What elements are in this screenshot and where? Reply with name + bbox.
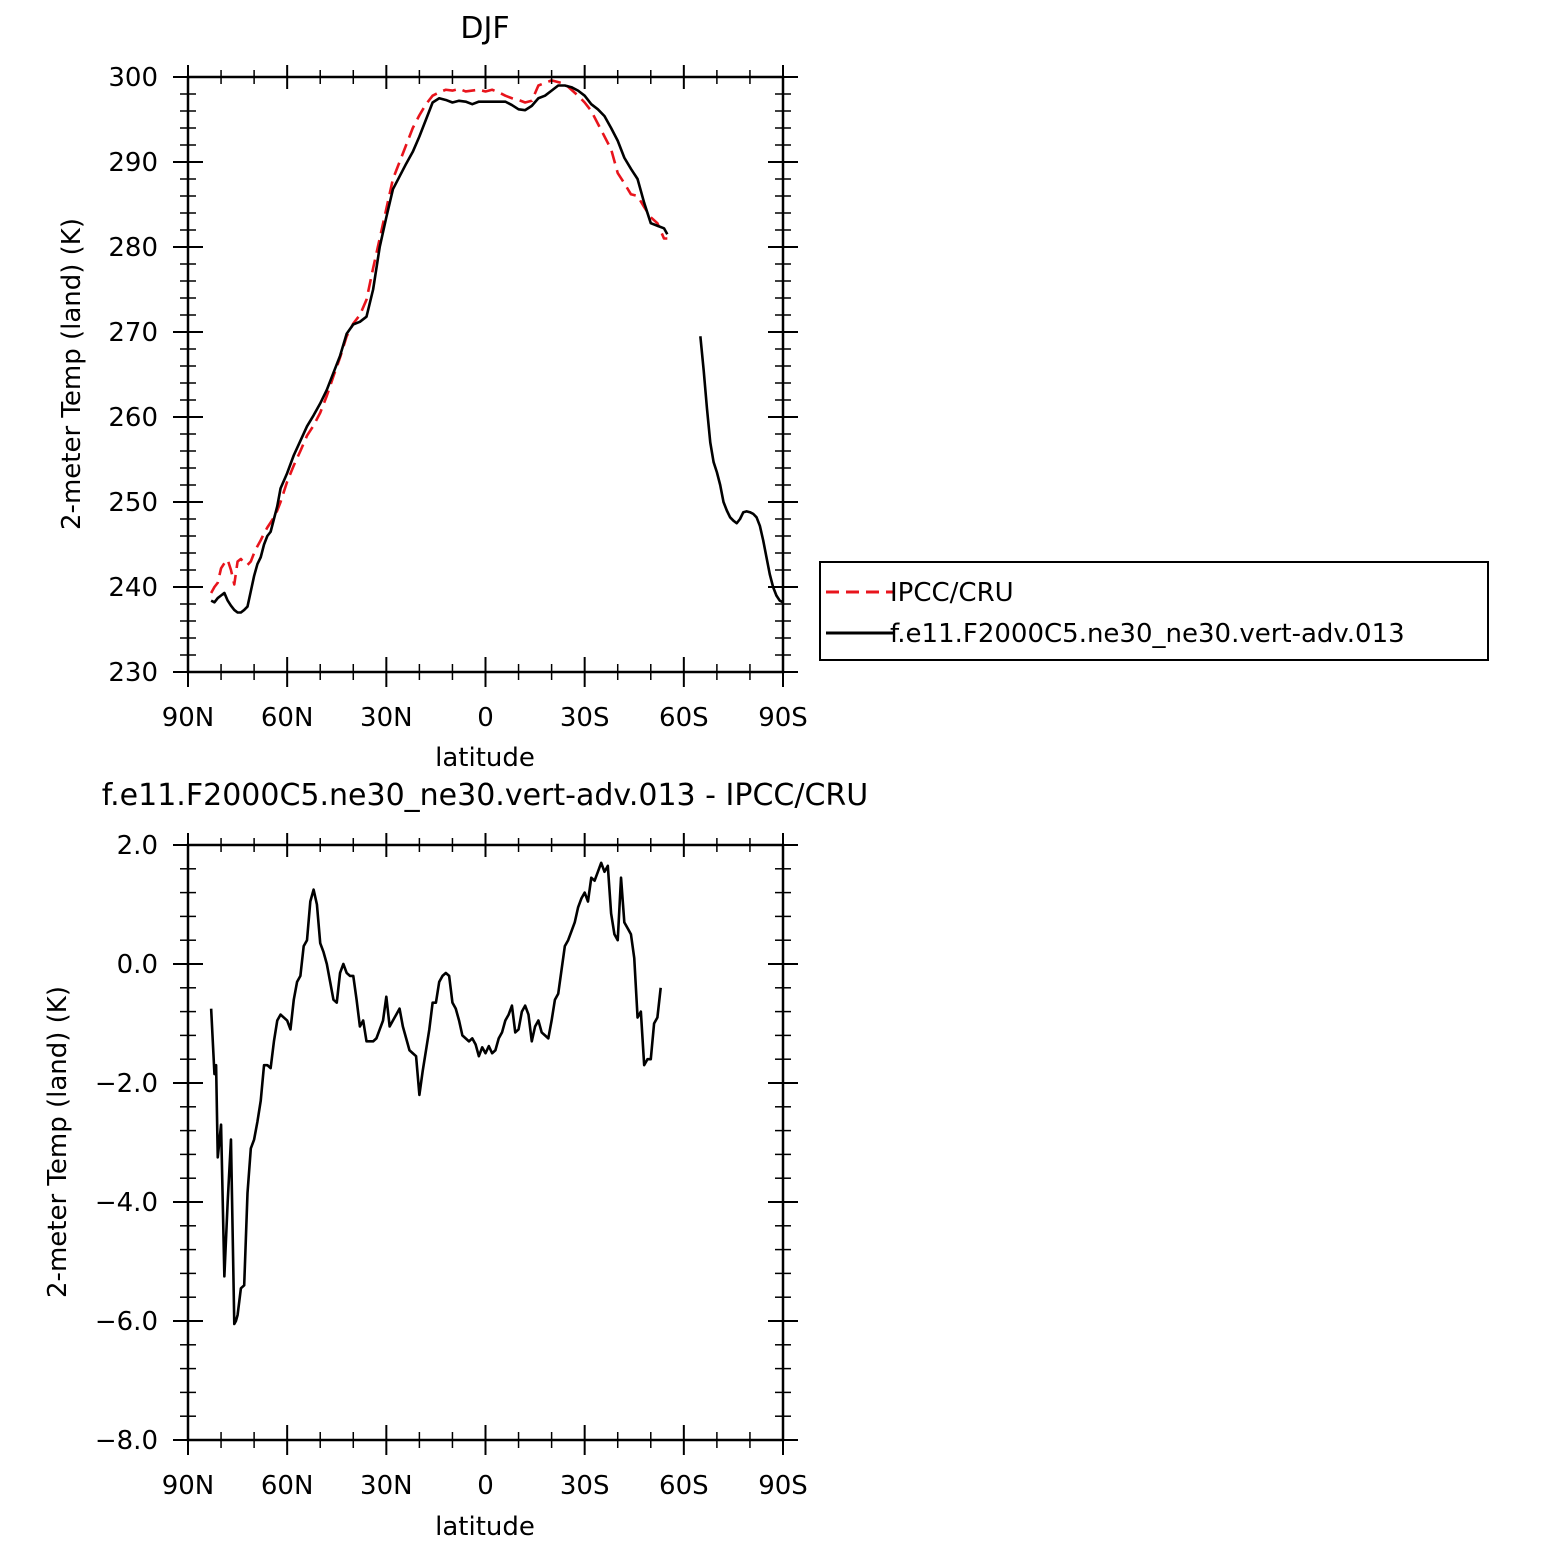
- bottom-y-tick-label: 0.0: [117, 950, 158, 980]
- top-y-tick-label: 240: [108, 573, 158, 603]
- bottom-y-tick-label: 2.0: [117, 831, 158, 861]
- bottom-x-tick-label: 90S: [758, 1471, 808, 1501]
- legend-label-ipcc-cru: IPCC/CRU: [890, 578, 1014, 608]
- top-series-group: [210, 79, 784, 614]
- top-y-tick-label: 260: [108, 403, 158, 433]
- top-x-tick-label: 60S: [659, 703, 709, 733]
- top-y-axis-title: 2-meter Temp (land) (K): [57, 218, 87, 530]
- top-series-line-ipcc-cru: [210, 79, 668, 594]
- bottom-y-tick-label: −2.0: [95, 1069, 158, 1099]
- top-y-tick-label: 230: [108, 658, 158, 688]
- top-series-line-model-segment-1: [210, 84, 669, 614]
- top-x-tick-label: 90S: [758, 703, 808, 733]
- top-x-tick-label: 60N: [261, 703, 314, 733]
- top-series-line-model-segment-2: [699, 336, 784, 604]
- bottom-x-tick-label: 60N: [261, 1471, 314, 1501]
- top-y-tick-label: 270: [108, 318, 158, 348]
- top-y-tick-label: 280: [108, 233, 158, 263]
- top-ticks-group: 90N 60N 30N 0 30S 60S 90S 230 240 250 260 270 280 290…: [108, 63, 807, 733]
- top-x-axis-title: latitude: [435, 743, 535, 773]
- top-panel: DJF 90N 60N 30N 0 30S 60S 90S 230 240 250 260 270 28…: [57, 11, 1489, 773]
- bottom-x-tick-label: 60S: [659, 1471, 709, 1501]
- legend: IPCC/CRU f.e11.F2000C5.ne30_ne30.vert-ad…: [819, 561, 1489, 661]
- bottom-panel: f.e11.F2000C5.ne30_ne30.vert-adv.013 - I…: [43, 778, 868, 1542]
- top-x-tick-label: 30S: [560, 703, 610, 733]
- top-plot-frame: [186, 75, 785, 674]
- top-x-tick-label: 90N: [162, 703, 215, 733]
- bottom-y-tick-label: −8.0: [95, 1426, 158, 1456]
- legend-box: [819, 561, 1489, 661]
- bottom-x-tick-label: 30S: [560, 1471, 610, 1501]
- bottom-y-tick-label: −6.0: [95, 1307, 158, 1337]
- bottom-x-axis-title: latitude: [435, 1512, 535, 1542]
- top-y-tick-label: 300: [108, 63, 158, 93]
- top-y-tick-label: 290: [108, 148, 158, 178]
- top-x-tick-label: 0: [477, 703, 494, 733]
- top-plot-title: DJF: [460, 11, 509, 46]
- legend-label-model: f.e11.F2000C5.ne30_ne30.vert-adv.013: [890, 619, 1405, 649]
- top-x-tick-label: 30N: [360, 703, 413, 733]
- bottom-plot-title: f.e11.F2000C5.ne30_ne30.vert-adv.013 - I…: [102, 778, 868, 813]
- bottom-x-tick-label: 90N: [162, 1471, 215, 1501]
- top-y-tick-label: 250: [108, 488, 158, 518]
- bottom-y-tick-label: −4.0: [95, 1188, 158, 1218]
- bottom-x-tick-label: 30N: [360, 1471, 413, 1501]
- bottom-series-line-difference: [209, 861, 662, 1326]
- bottom-x-tick-label: 0: [477, 1471, 494, 1501]
- bottom-y-axis-title: 2-meter Temp (land) (K): [43, 986, 73, 1298]
- bottom-plot-frame: [186, 843, 785, 1442]
- bottom-series-group: [209, 861, 662, 1326]
- bottom-ticks-group: 90N 60N 30N 0 30S 60S 90S 2.0 0.0 −2.0 −4.0 −6.0 −8.…: [95, 831, 808, 1501]
